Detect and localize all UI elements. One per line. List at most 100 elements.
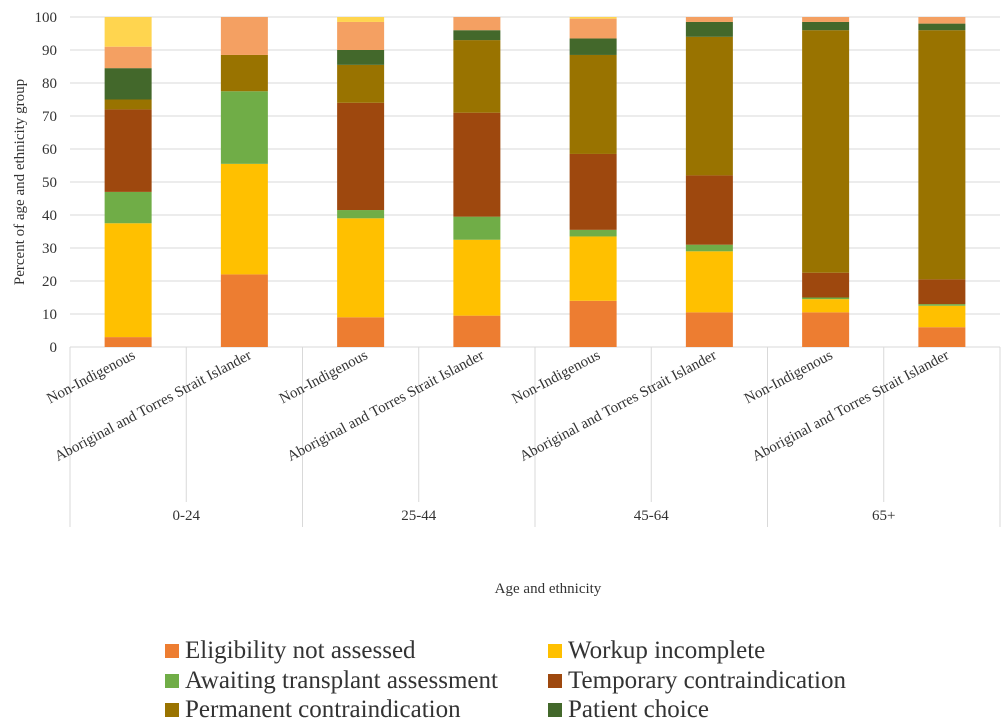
legend: Eligibility not assessed Workup incomplet… [165, 637, 847, 723]
x-group-label: 0-24 [173, 508, 201, 524]
x-category-label: Aboriginal and Torres Strait Islander [285, 347, 487, 465]
bar-segment [453, 315, 501, 347]
legend-swatch [548, 644, 562, 658]
bar-segment [802, 312, 850, 347]
legend-label: Awaiting transplant assessment [185, 667, 498, 694]
x-category-label: Aboriginal and Torres Strait Islander [52, 347, 254, 465]
x-group-label: 65+ [872, 508, 895, 524]
bar-segment [220, 17, 268, 55]
bar-segment [337, 317, 385, 347]
x-axis-title: Age and ethnicity [495, 581, 602, 597]
y-tick-label: 60 [42, 142, 57, 158]
bar-segment [104, 68, 152, 100]
bar-segment [569, 300, 617, 347]
bar-segment [802, 299, 850, 313]
bar-segment [337, 102, 385, 211]
bar-segment [685, 251, 733, 313]
bar-segment [685, 312, 733, 347]
legend-swatch [548, 674, 562, 688]
bar-segment [104, 223, 152, 338]
y-tick-label: 10 [42, 307, 57, 323]
bar-segment [220, 91, 268, 164]
x-category-label: Aboriginal and Torres Strait Islander [750, 347, 952, 465]
bar-segment [569, 236, 617, 301]
bar-segment [453, 239, 501, 316]
bar-segment [918, 30, 966, 280]
x-axis-group-labels: 0-24 25-44 45-64 65+ [173, 508, 896, 524]
bar-segment [802, 21, 850, 31]
y-tick-label: 40 [42, 208, 57, 224]
bar-segment [337, 64, 385, 103]
legend-swatch [548, 703, 562, 717]
x-group-label: 25-44 [401, 508, 436, 524]
bar-segment [337, 218, 385, 318]
y-tick-label: 70 [42, 109, 57, 125]
bar-segment [569, 153, 617, 230]
bar-segment [104, 191, 152, 224]
bar-segment [569, 18, 617, 39]
x-category-label: Non-Indigenous [509, 347, 603, 407]
y-tick-label: 0 [50, 340, 58, 356]
bar-segment [685, 21, 733, 37]
y-tick-label: 20 [42, 274, 57, 290]
legend-label: Eligibility not assessed [185, 637, 416, 664]
bar-segment [918, 279, 966, 305]
bar-segment [337, 50, 385, 65]
bar-segment [569, 38, 617, 55]
y-axis-ticks: 0 10 20 30 40 50 60 70 80 90 100 [35, 10, 58, 356]
bar-segment [104, 99, 152, 110]
x-category-label: Non-Indigenous [277, 347, 371, 407]
bars [104, 17, 966, 347]
legend-label: Temporary contraindication [568, 667, 847, 694]
x-group-label: 45-64 [634, 508, 669, 524]
bar-segment [453, 30, 501, 41]
bar-segment [802, 297, 850, 300]
x-category-label: Aboriginal and Torres Strait Islander [517, 347, 719, 465]
legend-label: Workup incomplete [568, 637, 765, 664]
legend-swatch [165, 674, 179, 688]
bar-segment [918, 17, 966, 24]
x-category-label: Non-Indigenous [742, 347, 836, 407]
x-category-label: Non-Indigenous [44, 347, 138, 407]
bar-segment [220, 163, 268, 275]
bar-segment [918, 305, 966, 328]
bar-segment [569, 229, 617, 237]
bar-segment [104, 46, 152, 69]
bar-segment [569, 17, 617, 19]
bar-segment [918, 23, 966, 31]
bar-segment [453, 112, 501, 217]
bar-segment [104, 109, 152, 192]
bar-segment [453, 17, 501, 31]
legend-swatch [165, 703, 179, 717]
legend-label: Permanent contraindication [185, 696, 461, 723]
bar-segment [802, 30, 850, 273]
y-tick-label: 80 [42, 76, 57, 92]
bar-segment [685, 17, 733, 22]
y-axis-title: Percent of age and ethnicity group [12, 79, 28, 285]
y-tick-label: 30 [42, 241, 57, 257]
bar-segment [104, 337, 152, 347]
bar-segment [802, 272, 850, 298]
bar-segment [802, 17, 850, 22]
bar-segment [220, 274, 268, 347]
bar-segment [453, 40, 501, 113]
bar-segment [918, 304, 966, 306]
y-tick-label: 50 [42, 175, 57, 191]
bar-segment [685, 36, 733, 176]
bar-segment [453, 216, 501, 240]
bar-segment [918, 327, 966, 347]
bar-segment [685, 175, 733, 245]
bar-segment [337, 21, 385, 50]
y-tick-label: 90 [42, 43, 57, 59]
bar-segment [337, 17, 385, 22]
bar-segment [685, 244, 733, 252]
y-tick-label: 100 [35, 10, 58, 26]
bar-segment [220, 54, 268, 92]
bar-segment [104, 17, 152, 47]
legend-label: Patient choice [568, 696, 709, 723]
bar-segment [569, 54, 617, 154]
bar-segment [337, 210, 385, 219]
legend-swatch [165, 644, 179, 658]
